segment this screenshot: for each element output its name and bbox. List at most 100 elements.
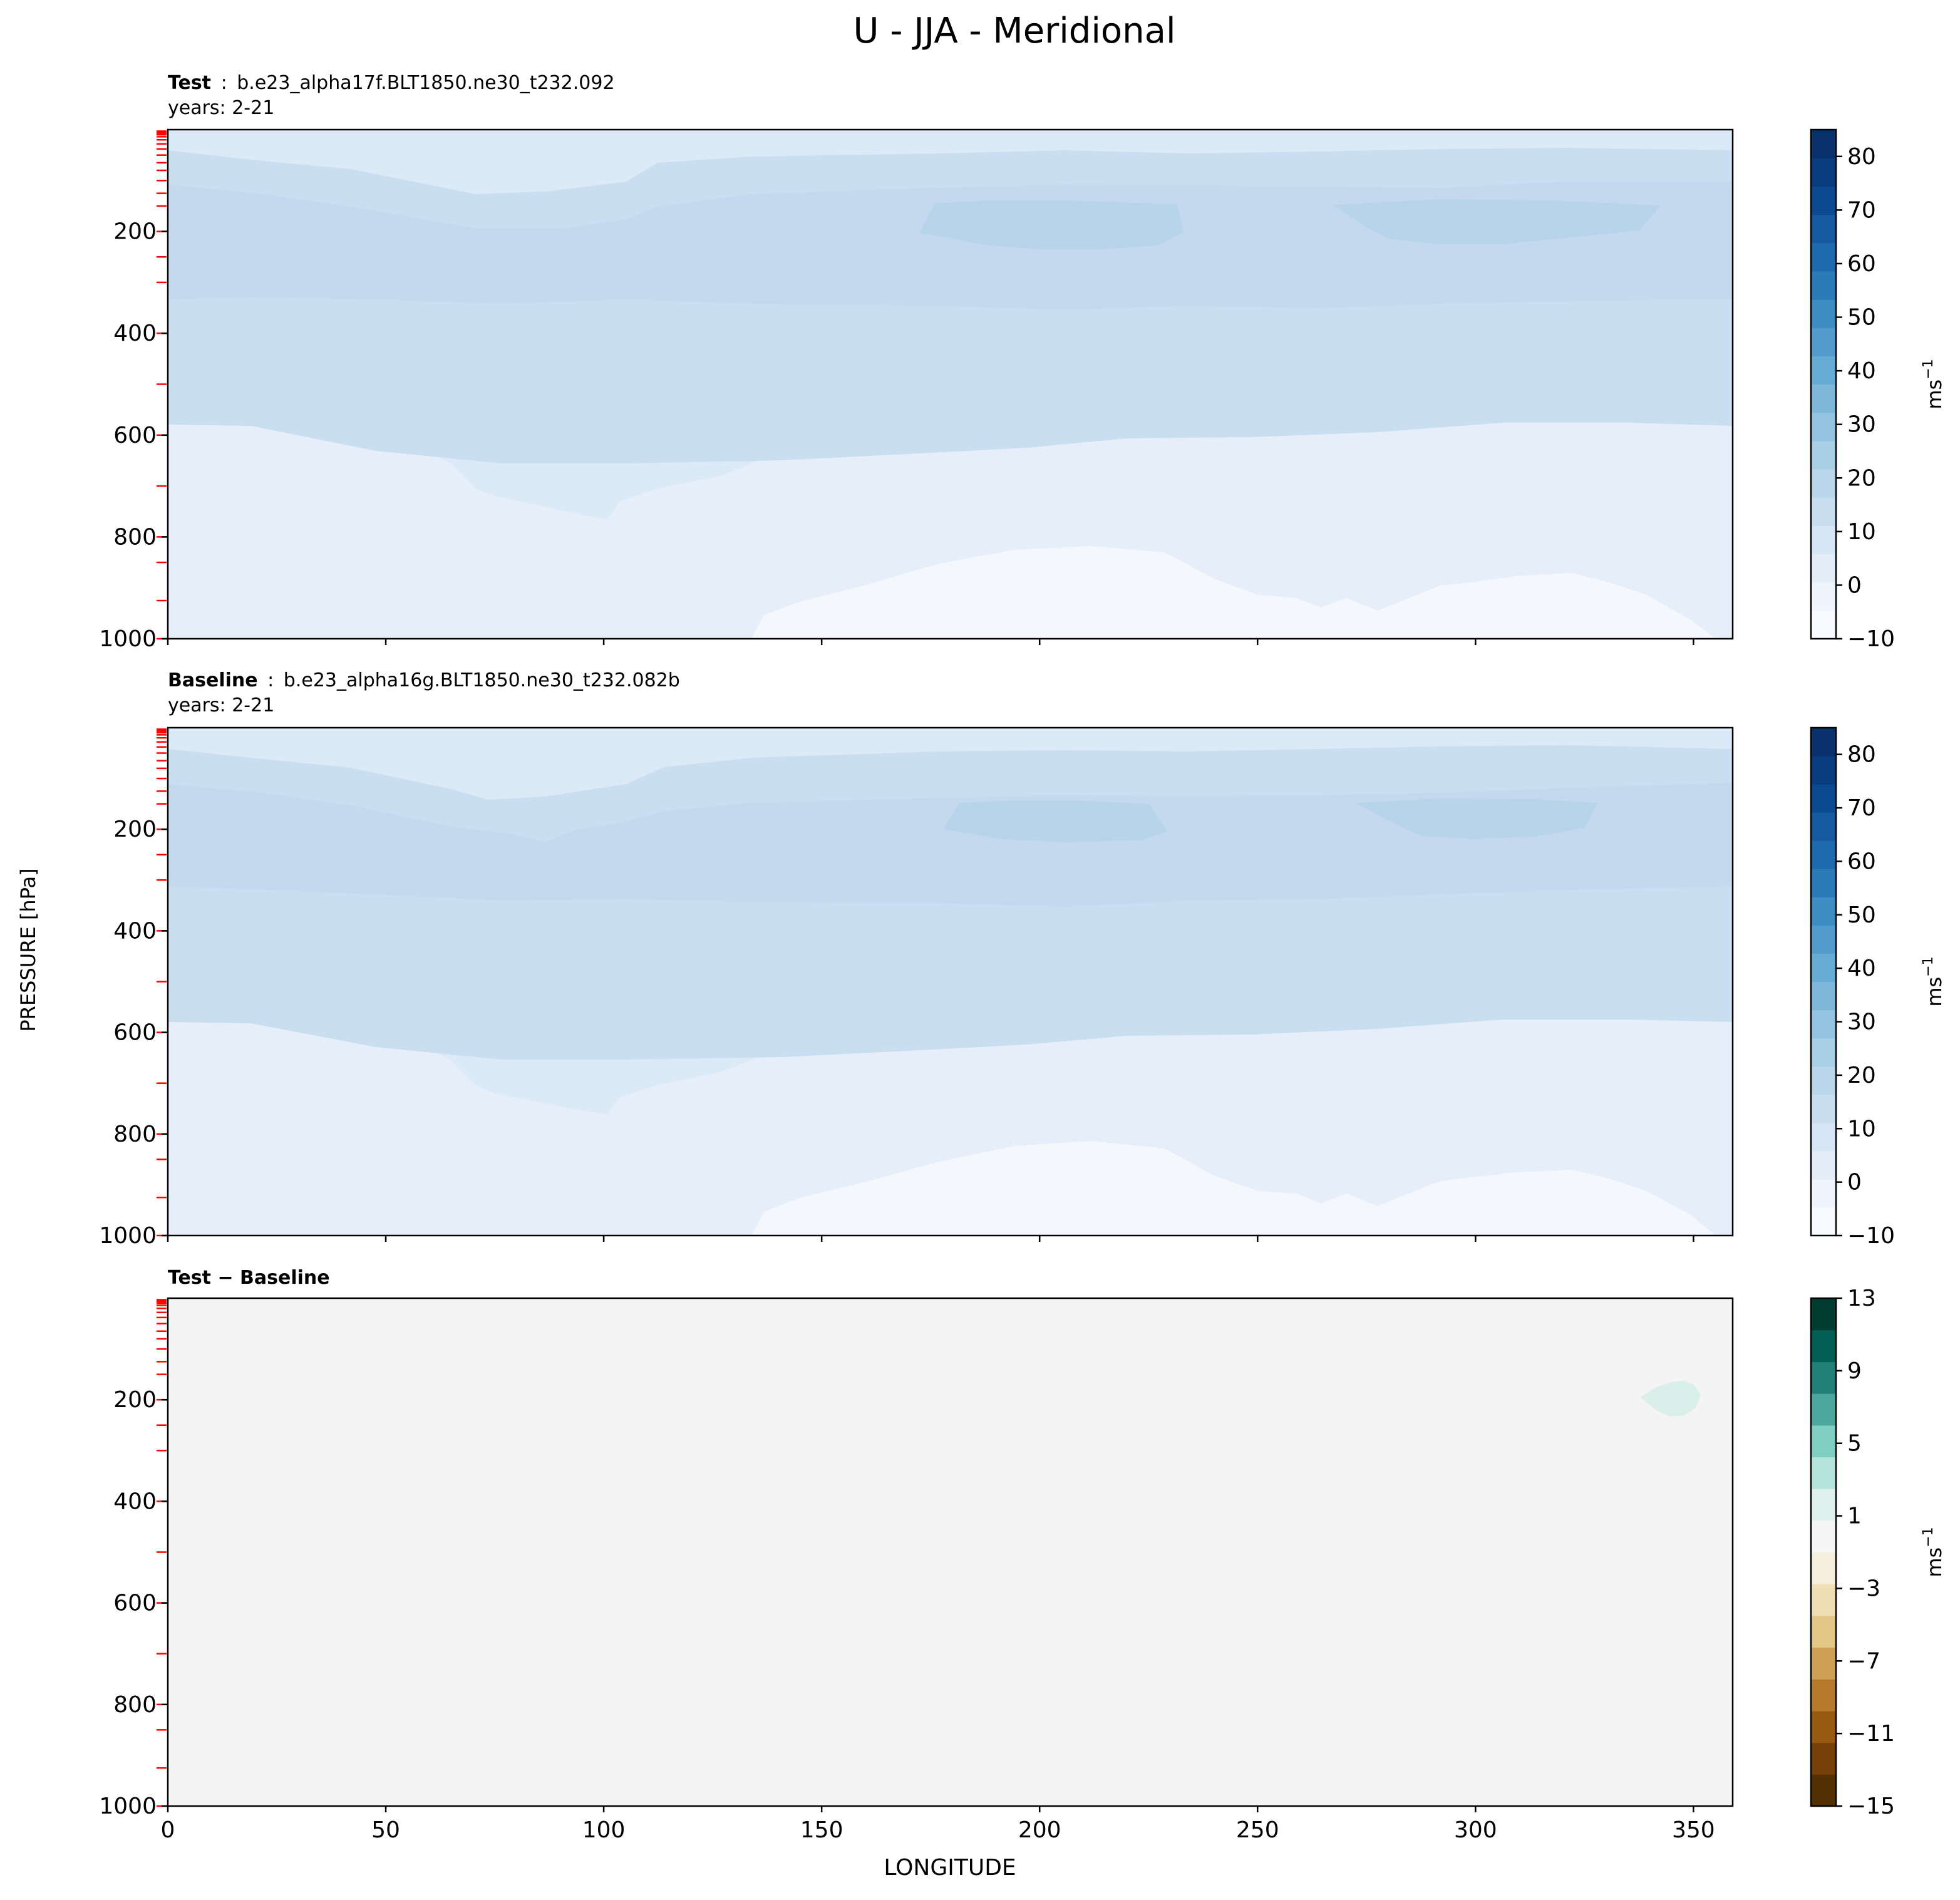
colorbar-tick-label: −15: [1847, 1794, 1895, 1819]
colorbar-segment: [1811, 412, 1836, 441]
x-tick-label: 300: [1454, 1817, 1497, 1843]
figure-title: U - JJA - Meridional: [853, 11, 1175, 51]
colorbar-tick-label: 80: [1847, 144, 1876, 170]
colorbar-segment: [1811, 554, 1836, 583]
panel-title: Test : b.e23_alpha17f.BLT1850.ne30_t232.…: [168, 72, 615, 94]
colorbar-segment: [1811, 1489, 1836, 1521]
panel-subtitle: years: 2-21: [168, 97, 274, 119]
contour-region-neg: [751, 1141, 1716, 1236]
colorbar-segment: [1811, 158, 1836, 187]
model-level-ticks: [157, 130, 167, 640]
colorbar-segment: [1811, 840, 1836, 869]
y-tick-label: 600: [113, 423, 157, 448]
y-tick-label: 800: [113, 1122, 157, 1147]
colorbar-tick-label: −10: [1847, 626, 1895, 652]
colorbar-segment: [1811, 1038, 1836, 1067]
x-ticks: 0 50 100 150 200 250 300 350: [161, 1806, 1715, 1843]
colorbar-segment: [1811, 1393, 1836, 1426]
colorbar-segment: [1811, 525, 1836, 555]
contour-region-jet: [168, 783, 1733, 907]
colorbar-tick-label: −11: [1847, 1721, 1895, 1747]
panel-title: Baseline : b.e23_alpha16g.BLT1850.ne30_t…: [168, 669, 680, 691]
plot-area: 200 400 600 800 1000: [99, 128, 1734, 652]
colorbar-tick-label: 30: [1847, 412, 1876, 438]
y-tick-label: 600: [113, 1020, 157, 1046]
colorbar-segment: [1811, 271, 1836, 300]
colorbar-segment: [1811, 812, 1836, 841]
y-tick-label: 400: [113, 321, 157, 346]
panel-title: Test − Baseline: [168, 1267, 330, 1289]
plot-area: 200 400 600 800 1000 0 50 100 150 200 250 300 350: [99, 1297, 1734, 1843]
colorbar-segment: [1811, 582, 1836, 611]
plot-area: 200 400 600 800 1000: [99, 726, 1734, 1249]
colorbar-segment: [1811, 1329, 1836, 1362]
x-tick-label: 0: [161, 1817, 175, 1843]
panel-subtitle: years: 2-21: [168, 694, 274, 716]
colorbar-tick-label: 70: [1847, 795, 1876, 821]
colorbar-segment: [1811, 384, 1836, 413]
plot-frame: [167, 1297, 1734, 1807]
colorbar-segment: [1811, 1361, 1836, 1394]
colorbar-segment: [1811, 1298, 1836, 1331]
colorbar-tick-label: 5: [1847, 1431, 1862, 1457]
x-tick-label: 250: [1236, 1817, 1279, 1843]
contour-region-jet: [168, 182, 1733, 310]
colorbar-segment: [1811, 1520, 1836, 1553]
colorbar-segment: [1811, 1552, 1836, 1584]
y-tick-label: 1000: [99, 1794, 157, 1819]
colorbar-tick-label: 10: [1847, 519, 1876, 545]
x-ticks: [167, 639, 1694, 645]
colorbar-segment: [1811, 756, 1836, 785]
colorbar-tick-label: −10: [1847, 1223, 1895, 1249]
colorbar-segment: [1811, 784, 1836, 813]
x-tick-label: 350: [1672, 1817, 1715, 1843]
y-axis-label: PRESSURE [hPa]: [16, 868, 40, 1031]
colorbar-segment: [1811, 1150, 1836, 1180]
contour-region-pos: [1641, 1381, 1701, 1417]
colorbar-label: ms−1: [1921, 1527, 1946, 1577]
x-tick-label: 50: [371, 1817, 400, 1843]
colorbar-label: ms−1: [1921, 956, 1946, 1006]
y-ticks: 200 400 600 800 1000: [99, 219, 168, 652]
colorbar-segment: [1811, 356, 1836, 385]
colorbar: −10 0 10 20 30 40 50 60 70 80 ms−1: [1810, 128, 1946, 652]
colorbar-segment: [1811, 1009, 1836, 1039]
colorbar-tick-label: 40: [1847, 956, 1876, 981]
colorbar-segment: [1811, 1066, 1836, 1095]
colorbar-tick-label: 60: [1847, 849, 1876, 874]
colorbar-tick-label: 13: [1847, 1286, 1876, 1311]
colorbar-segment: [1811, 1615, 1836, 1648]
x-ticks: [167, 1236, 1694, 1242]
colorbar-tick-label: 9: [1847, 1358, 1862, 1384]
colorbar-tick-label: 0: [1847, 1170, 1862, 1195]
colorbar-tick-label: 0: [1847, 572, 1862, 598]
colorbar-segment: [1811, 728, 1836, 756]
colorbar-segment: [1811, 1584, 1836, 1616]
colorbar-segment: [1811, 1122, 1836, 1152]
colorbar-frame: [1810, 1297, 1837, 1807]
colorbar-frame: [1810, 726, 1837, 1237]
colorbar-segment: [1811, 242, 1836, 272]
y-ticks: 200 400 600 800 1000: [99, 1387, 168, 1819]
y-ticks: 200 400 600 800 1000: [99, 817, 168, 1249]
colorbar-segment: [1811, 1710, 1836, 1743]
colorbar-tick-label: 50: [1847, 305, 1876, 331]
colorbar-tick-label: 20: [1847, 465, 1876, 491]
y-tick-label: 200: [113, 219, 157, 245]
colorbar-segment: [1811, 328, 1836, 356]
colorbar-segment: [1811, 953, 1836, 983]
y-tick-label: 200: [113, 817, 157, 842]
colorbar-tick-label: 20: [1847, 1063, 1876, 1088]
colorbar-segment: [1811, 497, 1836, 526]
y-tick-label: 1000: [99, 1223, 157, 1249]
y-tick-label: 400: [113, 1489, 157, 1514]
colorbar-segment: [1811, 897, 1836, 926]
colorbar-segment: [1811, 299, 1836, 328]
contour-level-bg: [168, 1298, 1733, 1806]
x-axis-label: LONGITUDE: [884, 1855, 1016, 1881]
colorbar-tick-label: 1: [1847, 1504, 1862, 1529]
colorbar-tick-label: 40: [1847, 358, 1876, 384]
colorbar-segment: [1811, 440, 1836, 470]
colorbar-tick-label: 50: [1847, 902, 1876, 928]
colorbar-tick-label: 60: [1847, 251, 1876, 277]
